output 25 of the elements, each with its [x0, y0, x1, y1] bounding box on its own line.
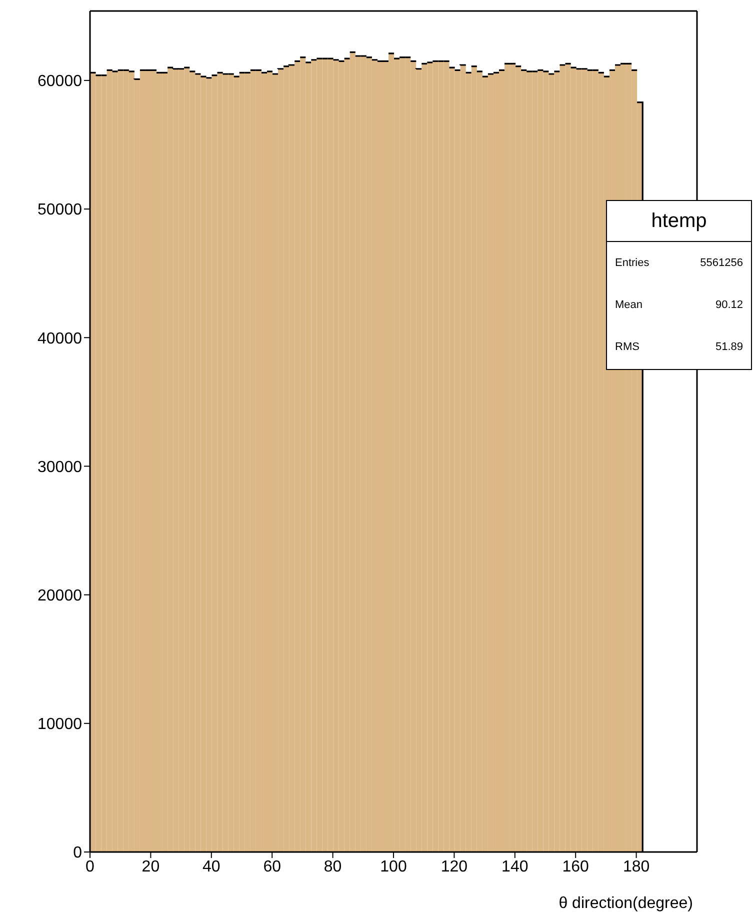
x-tick-label: 180 [622, 858, 650, 876]
x-axis-title: θ direction(degree) [558, 895, 693, 912]
annotation: Entries [615, 257, 650, 269]
x-tick-label: 140 [502, 858, 528, 876]
x-tick-label: 80 [324, 858, 342, 876]
y-tick-label: 10000 [38, 716, 82, 734]
y-tick-label: 0 [73, 844, 82, 862]
x-tick-label: 0 [86, 858, 95, 876]
x-tick-label: 100 [380, 858, 407, 876]
y-tick-label: 20000 [38, 587, 82, 604]
y-tick-label: 30000 [38, 458, 82, 476]
text: 90.12 [715, 299, 743, 311]
x-tick-label: 60 [263, 858, 282, 876]
legend-title: htemp [607, 201, 751, 242]
text: 5561256 [700, 257, 743, 269]
x-tick-label: 40 [202, 858, 220, 876]
y-tick-label: 40000 [38, 330, 82, 348]
text: 51.89 [715, 341, 743, 353]
x-tick-label: 20 [142, 858, 160, 876]
x-tick-label: 120 [440, 858, 468, 876]
annotation: RMS [615, 341, 640, 353]
y-tick-label: 50000 [38, 202, 82, 219]
y-tick-label: 60000 [38, 73, 82, 90]
annotation: Mean [615, 299, 643, 311]
x-tick-label: 160 [562, 858, 590, 876]
